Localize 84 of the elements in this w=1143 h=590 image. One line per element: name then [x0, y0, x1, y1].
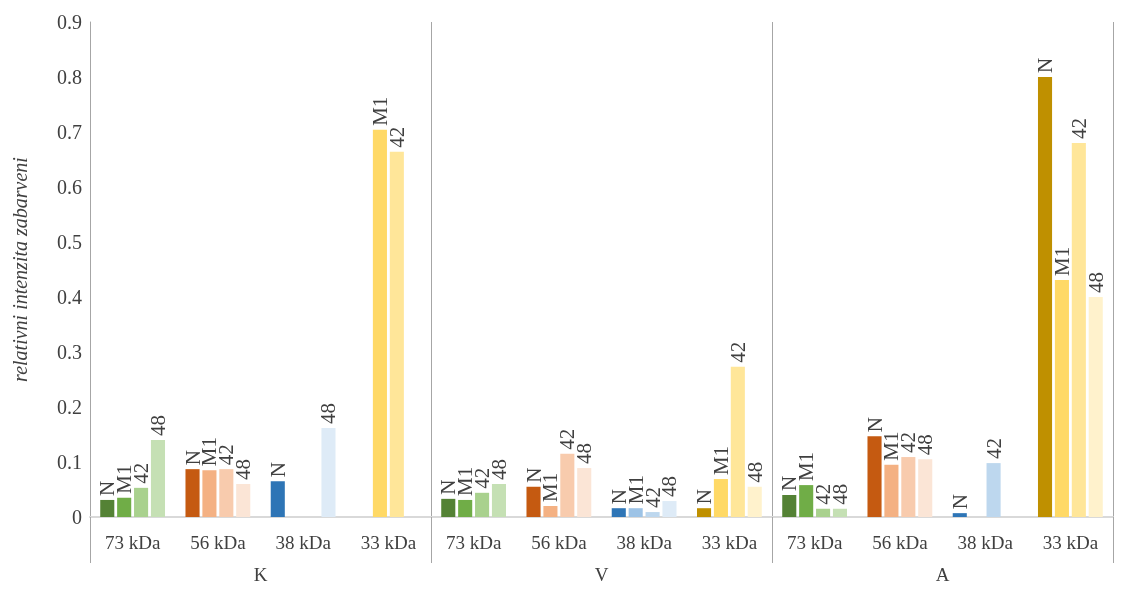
x-tick-label: 73 kDa: [786, 532, 843, 553]
text: M1: [367, 96, 392, 126]
text: 42: [384, 126, 409, 148]
x-tick-label: 56 kDa: [190, 532, 247, 553]
text: N: [265, 462, 290, 478]
bar: [526, 486, 541, 517]
text: V: [594, 564, 609, 585]
bar: [475, 492, 490, 517]
bar: [799, 485, 814, 517]
text: 48: [145, 415, 170, 436]
x-tick-label: 56 kDa: [872, 532, 929, 553]
x-tick-label: 56 kDa: [531, 532, 588, 553]
bar: [952, 513, 967, 517]
bar: [918, 459, 933, 517]
bar: [270, 481, 285, 517]
bar: [1071, 143, 1086, 517]
bar: [185, 469, 200, 517]
text: 48: [316, 402, 341, 424]
y-tick-label: 0.1: [57, 451, 82, 473]
bar: [901, 457, 916, 517]
bar: [730, 366, 745, 517]
y-tick-label: 0.4: [57, 286, 82, 308]
text: N: [1033, 57, 1058, 73]
bar: [696, 508, 712, 517]
bar: [747, 486, 762, 517]
bar: [645, 512, 660, 517]
bar: [117, 497, 132, 517]
bar: [236, 484, 251, 517]
bar: [628, 508, 643, 517]
bar: [321, 427, 336, 517]
text: 42: [981, 438, 1006, 460]
bar: [372, 129, 387, 517]
x-tick-label: 73 kDa: [104, 532, 161, 553]
text: N: [947, 493, 972, 510]
y-tick-label: 0.3: [57, 341, 82, 363]
bar: [100, 499, 115, 517]
text: 48: [742, 461, 767, 483]
bar: [713, 479, 728, 517]
bar: [986, 463, 1001, 517]
x-tick-label: 33 kDa: [701, 532, 758, 553]
bar: [662, 501, 677, 517]
text: N: [692, 489, 717, 505]
bar: [1037, 77, 1053, 517]
text: M1: [1049, 246, 1074, 276]
text: M1: [708, 445, 733, 476]
bar: [150, 440, 166, 517]
bar: [884, 464, 899, 517]
text: N: [862, 416, 887, 433]
bar: [219, 469, 234, 517]
bar: [832, 508, 848, 517]
bar: [816, 508, 831, 517]
bar: [1088, 297, 1103, 517]
y-tick-label: 0.8: [57, 66, 82, 88]
bar: [782, 495, 797, 517]
text: A: [935, 564, 950, 585]
x-tick-label: 38 kDa: [957, 532, 1014, 553]
y-tick-label: 0.6: [57, 176, 82, 198]
text: 42: [1066, 118, 1091, 139]
bar: [543, 506, 558, 517]
bar: [867, 436, 882, 517]
text: 42: [725, 341, 750, 363]
bar: [389, 151, 404, 517]
bar: [1054, 279, 1069, 517]
bar: [134, 487, 149, 517]
x-tick-label: 33 kDa: [360, 532, 417, 553]
y-tick-label: 0.9: [57, 11, 82, 33]
bar: [611, 508, 626, 517]
bar: [458, 499, 473, 517]
x-tick-label: 33 kDa: [1042, 532, 1099, 553]
y-tick-label: 0: [72, 506, 82, 528]
bar: [491, 484, 507, 517]
x-tick-label: 73 kDa: [445, 532, 502, 553]
bar: [202, 470, 217, 517]
y-tick-label: 0.5: [57, 231, 82, 253]
y-axis-title: relativni intenzita zabarveni: [9, 157, 31, 382]
x-tick-label: 38 kDa: [275, 532, 332, 553]
bar: [577, 468, 592, 517]
bar: [560, 453, 575, 517]
x-tick-label: 38 kDa: [616, 532, 673, 553]
y-tick-label: 0.7: [57, 121, 82, 143]
text: K: [253, 564, 268, 585]
y-tick-label: 0.2: [57, 396, 82, 418]
text: 48: [1083, 272, 1108, 293]
bar: [441, 498, 456, 517]
